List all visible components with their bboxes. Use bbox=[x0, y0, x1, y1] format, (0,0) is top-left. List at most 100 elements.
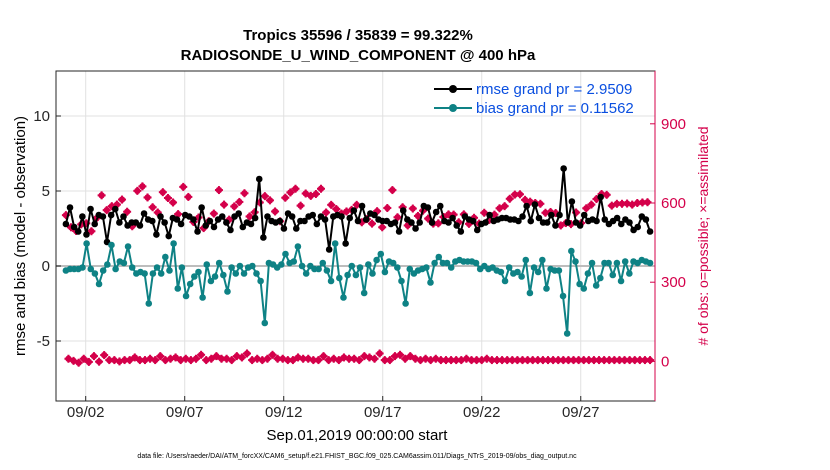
bias-point bbox=[344, 271, 351, 279]
obs-count-marker bbox=[237, 353, 246, 362]
bias-point bbox=[166, 267, 173, 274]
rmse-point bbox=[260, 234, 267, 241]
rmse-point bbox=[436, 202, 444, 210]
rmse-point bbox=[408, 219, 415, 226]
bias-point bbox=[278, 261, 285, 268]
obs-count-marker bbox=[510, 190, 519, 199]
bias-point bbox=[162, 253, 169, 261]
bias-point bbox=[141, 270, 148, 277]
rmse-point bbox=[74, 228, 82, 235]
obs-count-marker bbox=[235, 197, 244, 206]
bias-point bbox=[157, 270, 165, 277]
rmse-point bbox=[449, 214, 456, 222]
bias-point bbox=[389, 259, 397, 267]
rmse-point bbox=[362, 216, 370, 223]
legend-bias-label: bias grand pr = 0.11562 bbox=[476, 100, 634, 117]
bias-series bbox=[62, 240, 654, 337]
rmse-point bbox=[371, 211, 378, 219]
obs-count-marker bbox=[220, 200, 229, 209]
obs-count-marker bbox=[207, 354, 216, 363]
bias-point bbox=[443, 259, 451, 267]
bias-point bbox=[302, 270, 310, 277]
bias-point bbox=[211, 273, 219, 280]
obs-count-marker bbox=[118, 195, 127, 204]
grid-lines bbox=[56, 71, 655, 401]
obs-count-marker bbox=[171, 353, 180, 362]
bias-point bbox=[406, 265, 414, 273]
chart-subtitle: RADIOSONDE_U_WIND_COMPONENT @ 400 hPa bbox=[181, 47, 536, 64]
bias-point bbox=[394, 264, 401, 271]
bias-point bbox=[348, 262, 356, 270]
bias-point bbox=[423, 264, 430, 271]
bias-point bbox=[605, 259, 612, 267]
bias-point bbox=[572, 258, 579, 265]
bias-point bbox=[543, 285, 550, 292]
rmse-point bbox=[190, 216, 197, 223]
obs-count-marker bbox=[595, 356, 604, 365]
rmse-point bbox=[576, 222, 584, 229]
bias-point bbox=[539, 256, 546, 264]
bias-point bbox=[298, 262, 306, 270]
rmse-point bbox=[165, 232, 173, 240]
obs-count-marker bbox=[503, 356, 512, 365]
bias-point bbox=[207, 277, 215, 285]
bias-point bbox=[526, 289, 534, 297]
y-tick-label: 0 bbox=[42, 258, 50, 275]
x-tick-label: 09/07 bbox=[166, 404, 204, 421]
bias-point bbox=[584, 270, 592, 277]
y2-tick-label: 900 bbox=[661, 116, 686, 133]
bias-point bbox=[124, 243, 132, 250]
obs-count-marker bbox=[248, 356, 257, 365]
rmse-point bbox=[223, 219, 230, 226]
bias-point bbox=[613, 259, 621, 267]
obs-count-marker bbox=[123, 207, 132, 216]
rmse-point bbox=[313, 220, 321, 228]
rmse-point bbox=[424, 204, 432, 211]
obs-count-marker bbox=[322, 208, 331, 217]
bias-point bbox=[257, 277, 264, 285]
obs-count-marker bbox=[79, 354, 88, 363]
obs-count-marker bbox=[84, 357, 93, 366]
rmse-point bbox=[66, 204, 74, 211]
obs-count-marker bbox=[138, 182, 147, 191]
rmse-point bbox=[87, 205, 94, 213]
obs-count-marker bbox=[383, 204, 392, 213]
legend-rmse-marker bbox=[449, 85, 457, 93]
x-tick-label: 09/22 bbox=[463, 404, 501, 421]
obs-count-marker bbox=[316, 184, 325, 193]
rmse-point bbox=[173, 216, 181, 223]
chart-title: Tropics 35596 / 35839 = 99.322% bbox=[243, 27, 473, 44]
obs-count-marker bbox=[112, 200, 121, 209]
bias-point bbox=[220, 271, 227, 279]
bias-point bbox=[522, 256, 530, 264]
rmse-point bbox=[91, 220, 98, 228]
bias-point bbox=[170, 240, 177, 247]
obs-count-marker bbox=[97, 191, 106, 200]
rmse-point bbox=[288, 213, 296, 220]
obs-count-marker bbox=[227, 356, 236, 365]
obs-count-marker bbox=[95, 357, 104, 366]
obs-count-marker bbox=[378, 223, 387, 232]
obs-count-marker bbox=[368, 219, 377, 228]
obs-count-marker bbox=[130, 353, 139, 362]
bias-point bbox=[381, 268, 389, 276]
obs-count-marker bbox=[87, 227, 96, 236]
x-tick-label: 09/17 bbox=[364, 404, 402, 421]
obs-count-marker bbox=[163, 193, 172, 202]
rmse-point bbox=[646, 228, 654, 235]
bias-point bbox=[331, 240, 339, 247]
rmse-point bbox=[107, 211, 115, 219]
rmse-point bbox=[140, 210, 148, 217]
y-tick-label: 10 bbox=[33, 108, 50, 125]
bias-point bbox=[104, 261, 111, 268]
bias-point bbox=[195, 268, 202, 276]
rmse-point bbox=[194, 228, 201, 235]
bias-point bbox=[294, 243, 302, 250]
x-tick-label: 09/02 bbox=[67, 404, 105, 421]
obs-count-marker bbox=[281, 193, 290, 202]
obs-count-marker bbox=[584, 356, 593, 365]
bias-point bbox=[609, 271, 617, 279]
bias-point bbox=[249, 262, 256, 270]
obs-count-marker bbox=[176, 356, 185, 365]
rmse-point bbox=[309, 211, 317, 219]
